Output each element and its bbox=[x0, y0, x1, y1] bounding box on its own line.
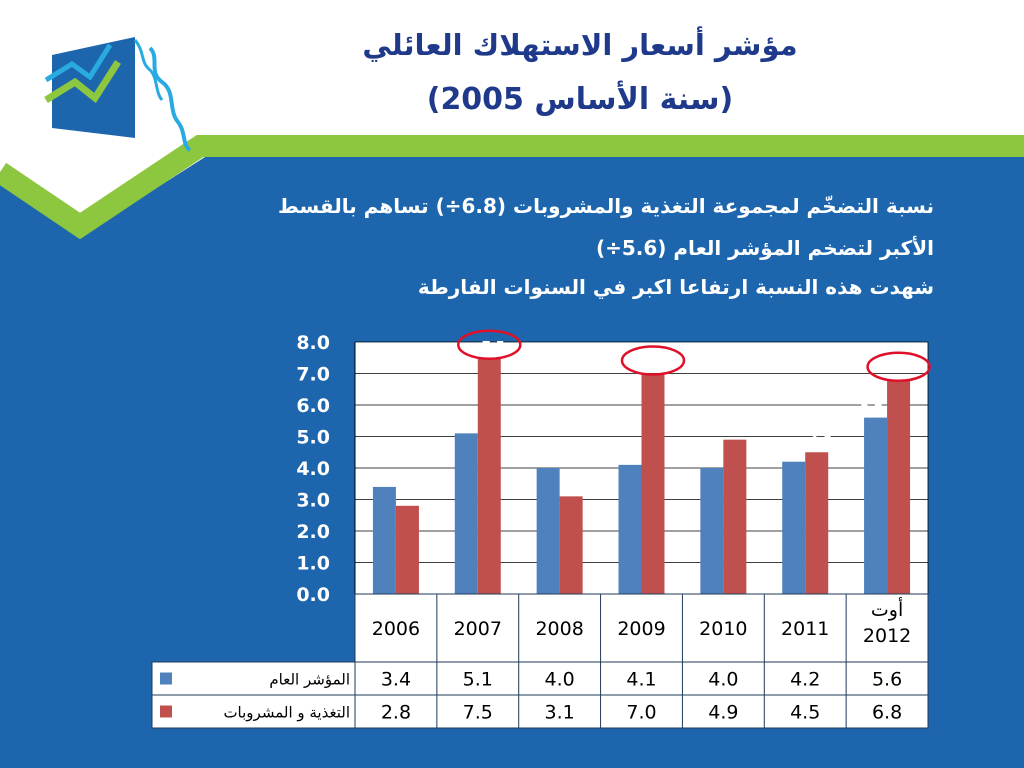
data-label: 3.4 bbox=[369, 469, 392, 484]
description-line-2: الأكبر لتضخم المؤشر العام (5.6÷) bbox=[595, 236, 934, 260]
legend-label: المؤشر العام bbox=[269, 671, 350, 689]
slide-title: مؤشر أسعار الاستهلاك العائلي bbox=[362, 28, 798, 62]
bar-food-3 bbox=[641, 373, 665, 594]
data-label: 7.0 bbox=[645, 356, 668, 371]
description-line-1: نسبة التضخّم لمجموعة التغذية والمشروبات … bbox=[278, 194, 934, 218]
category-label: 2006 bbox=[372, 618, 420, 640]
table-value: 2.8 bbox=[381, 702, 411, 724]
legend-label: التغذية و المشروبات bbox=[223, 704, 350, 722]
data-label: 7.5 bbox=[482, 340, 505, 355]
category-label: 2008 bbox=[535, 618, 583, 640]
table-value: 4.0 bbox=[545, 669, 575, 691]
table-value: 7.0 bbox=[626, 702, 656, 724]
slide-subtitle: (سنة الأساس 2005) bbox=[426, 82, 734, 117]
table-value: 6.8 bbox=[872, 702, 902, 724]
legend-swatch bbox=[160, 705, 172, 718]
bar-general-4 bbox=[700, 468, 724, 594]
y-tick-label: 5.0 bbox=[296, 427, 330, 449]
table-value: 4.1 bbox=[626, 669, 656, 691]
bar-general-5 bbox=[782, 461, 806, 594]
logo-icon bbox=[44, 37, 192, 152]
data-label: 5.6 bbox=[860, 400, 883, 415]
bar-food-6 bbox=[887, 379, 911, 594]
table-value: 3.1 bbox=[545, 702, 575, 724]
bars bbox=[372, 357, 911, 594]
data-label: 5.1 bbox=[451, 415, 474, 430]
data-label: 3.1 bbox=[564, 478, 587, 493]
y-tick-label: 7.0 bbox=[296, 364, 330, 386]
y-tick-label: 2.0 bbox=[296, 521, 330, 543]
table-header-row bbox=[354, 593, 929, 663]
data-label: 4.0 bbox=[696, 450, 719, 465]
bar-food-5 bbox=[805, 452, 829, 594]
y-tick-label: 6.0 bbox=[296, 395, 330, 417]
data-label: 4.9 bbox=[727, 422, 750, 437]
data-label: 6.8 bbox=[891, 362, 914, 377]
highlight-circle bbox=[866, 351, 931, 383]
bar-general-3 bbox=[618, 464, 642, 594]
y-tick-label: 4.0 bbox=[296, 458, 330, 480]
y-axis-ticks: 0.0 1.0 2.0 3.0 4.0 5.0 6.0 7.0 8.0 bbox=[296, 332, 330, 606]
table-value: 4.2 bbox=[790, 669, 820, 691]
y-tick-label: 1.0 bbox=[296, 553, 330, 575]
table-value: 4.0 bbox=[708, 669, 738, 691]
highlight-circle bbox=[620, 345, 686, 376]
table-value: 7.5 bbox=[463, 702, 493, 724]
bar-food-2 bbox=[559, 496, 583, 594]
data-label: 2.8 bbox=[400, 488, 423, 503]
highlight-circles bbox=[457, 329, 931, 383]
data-label: 4.1 bbox=[614, 447, 637, 462]
y-tick-label: 0.0 bbox=[296, 584, 330, 606]
bar-general-1 bbox=[454, 433, 478, 594]
green-stripe bbox=[0, 135, 1024, 240]
category-label: 2012 bbox=[863, 625, 911, 647]
description-line-3: شهدت هذه النسبة ارتفاعا اكبر في السنوات … bbox=[417, 275, 934, 299]
table-value: 4.9 bbox=[708, 702, 738, 724]
bar-food-0 bbox=[395, 505, 419, 594]
y-tick-label: 3.0 bbox=[296, 490, 330, 512]
bar-general-2 bbox=[536, 468, 560, 594]
data-label: 4.5 bbox=[809, 434, 832, 449]
bar-general-6 bbox=[864, 417, 888, 594]
category-label: 2010 bbox=[699, 618, 747, 640]
category-label: 2009 bbox=[617, 618, 665, 640]
legend-swatch bbox=[160, 672, 172, 685]
category-label: 2011 bbox=[781, 618, 829, 640]
bar-general-0 bbox=[372, 486, 396, 594]
bar-food-1 bbox=[477, 357, 501, 594]
data-table: 2006 2007 2008 2009 2010 2011 أوت 2012 المؤشر ال… bbox=[151, 593, 929, 729]
y-tick-label: 8.0 bbox=[296, 332, 330, 354]
table-value: 3.4 bbox=[381, 669, 411, 691]
data-label: 4.0 bbox=[533, 450, 556, 465]
table-value: 5.1 bbox=[463, 669, 493, 691]
bar-food-4 bbox=[723, 439, 747, 594]
table-value: 5.6 bbox=[872, 669, 902, 691]
table-value: 4.5 bbox=[790, 702, 820, 724]
category-label: أوت bbox=[871, 597, 903, 621]
highlight-circle bbox=[457, 329, 522, 360]
data-label: 4.2 bbox=[778, 444, 801, 459]
category-label: 2007 bbox=[454, 618, 502, 640]
data-labels: 3.4 5.1 4.0 4.1 4.0 4.2 5.6 2.8 7.5 3.1 7.0 4.9 4.5 6… bbox=[369, 340, 914, 503]
